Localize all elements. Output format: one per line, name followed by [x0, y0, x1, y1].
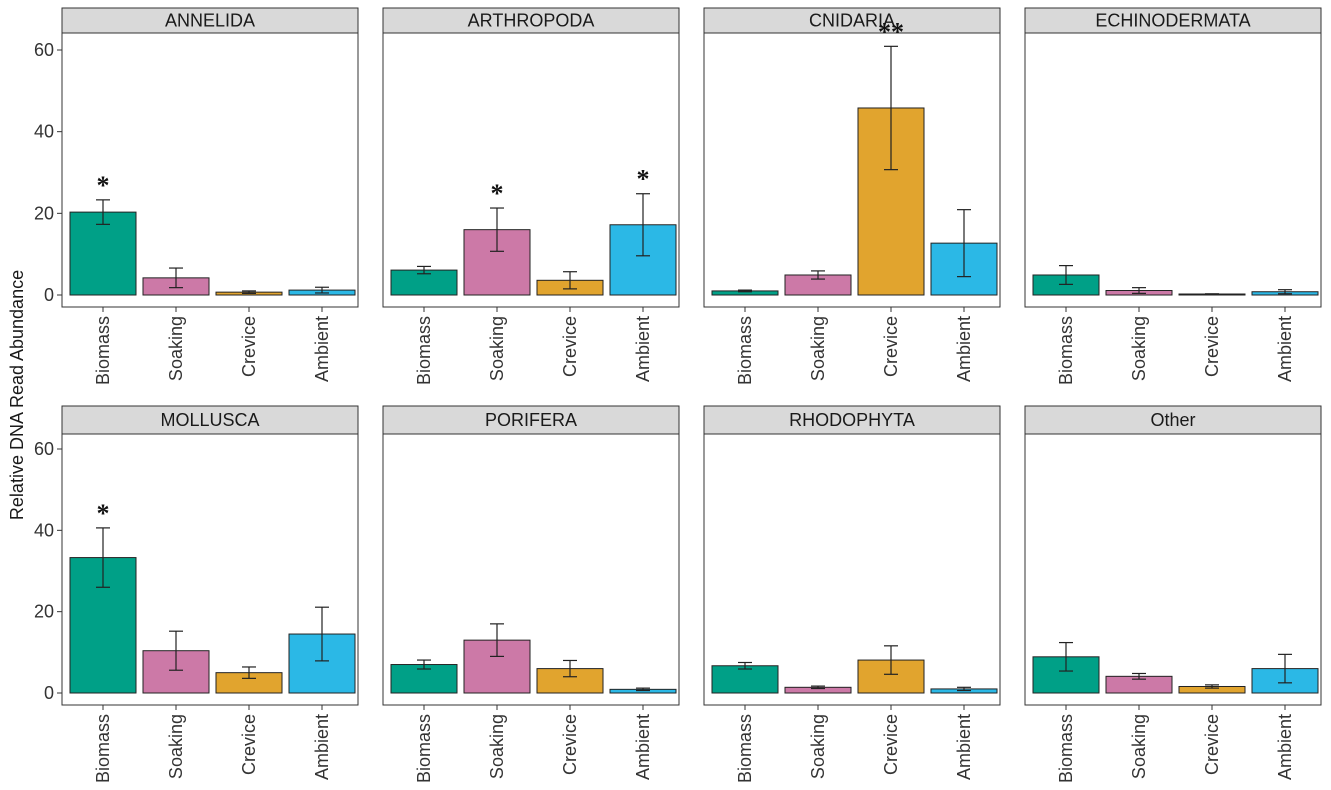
panel-cnidaria: CNIDARIA Biomass Soaking ** Crevice Ambient — [703, 7, 1001, 385]
strip-label-annelida: ANNELIDA — [165, 11, 255, 31]
significance-arthropoda-soaking: * — [491, 179, 504, 208]
x-tick-label-arthropoda-ambient: Ambient — [633, 316, 653, 382]
y-axis-label: Relative DNA Read Abundance — [7, 270, 27, 520]
significance-annelida-biomass: * — [97, 171, 110, 200]
x-tick-label-annelida-ambient: Ambient — [312, 316, 332, 382]
significance-arthropoda-ambient: * — [637, 165, 650, 194]
panel-porifera: PORIFERA Biomass Soaking Crevice Ambient — [382, 405, 680, 783]
panel-arthropoda: ARTHROPODA Biomass * Soaking Crevice * Ambient — [382, 7, 680, 385]
x-tick-label-porifera-soaking: Soaking — [487, 714, 507, 779]
x-tick-label-echinodermata-biomass: Biomass — [1056, 316, 1076, 385]
x-tick-label-rhodophyta-soaking: Soaking — [808, 714, 828, 779]
x-tick-label-porifera-ambient: Ambient — [633, 714, 653, 780]
x-tick-label-porifera-crevice: Crevice — [560, 714, 580, 775]
panel-mollusca: MOLLUSCA 0 20 40 60 * Biomass Soaking Crevice Amb… — [34, 405, 359, 783]
strip-arthropoda — [382, 7, 680, 34]
strip-porifera — [382, 405, 680, 435]
plot-area-rhodophyta — [703, 433, 1001, 706]
strip-label-echinodermata: ECHINODERMATA — [1095, 11, 1250, 31]
panel-other: Other Biomass Soaking Crevice Ambient — [1024, 405, 1322, 783]
x-tick-label-mollusca-biomass: Biomass — [93, 714, 113, 783]
strip-echinodermata — [1024, 7, 1322, 34]
y-tick-label-0: 0 — [44, 285, 54, 305]
strip-label-rhodophyta: RHODOPHYTA — [789, 410, 915, 430]
x-tick-label-other-soaking: Soaking — [1129, 714, 1149, 779]
significance-mollusca-biomass: * — [97, 499, 110, 528]
x-tick-label-other-ambient: Ambient — [1275, 714, 1295, 780]
y-tick-label-20: 20 — [34, 203, 54, 223]
x-tick-label-mollusca-ambient: Ambient — [312, 714, 332, 780]
y-tick-label-60: 60 — [34, 439, 54, 459]
x-tick-label-arthropoda-biomass: Biomass — [414, 316, 434, 385]
y-tick-label-40: 40 — [34, 520, 54, 540]
x-tick-label-rhodophyta-crevice: Crevice — [881, 714, 901, 775]
x-tick-label-other-crevice: Crevice — [1202, 714, 1222, 775]
x-tick-label-mollusca-soaking: Soaking — [166, 714, 186, 779]
x-tick-label-arthropoda-soaking: Soaking — [487, 316, 507, 381]
x-tick-label-annelida-biomass: Biomass — [93, 316, 113, 385]
plot-area-porifera — [382, 433, 680, 706]
bar-annelida-biomass — [69, 211, 137, 296]
x-tick-label-mollusca-crevice: Crevice — [239, 714, 259, 775]
x-tick-label-arthropoda-crevice: Crevice — [560, 316, 580, 377]
x-tick-label-echinodermata-soaking: Soaking — [1129, 316, 1149, 381]
x-tick-label-annelida-crevice: Crevice — [239, 316, 259, 377]
strip-label-porifera: PORIFERA — [485, 410, 577, 430]
bar-rhodophyta-biomass — [711, 665, 779, 694]
panel-annelida: ANNELIDA 0 20 40 60 * Biomass Soaking Crevice Amb… — [34, 7, 359, 385]
y-tick-label-60: 60 — [34, 40, 54, 60]
significance-cnidaria-crevice: ** — [878, 17, 904, 46]
x-tick-label-porifera-biomass: Biomass — [414, 714, 434, 783]
strip-label-mollusca: MOLLUSCA — [160, 410, 259, 430]
x-tick-label-cnidaria-ambient: Ambient — [954, 316, 974, 382]
panel-echinodermata: ECHINODERMATA Biomass Soaking Crevice Ambien… — [1024, 7, 1322, 385]
x-tick-label-echinodermata-crevice: Crevice — [1202, 316, 1222, 377]
x-tick-label-rhodophyta-biomass: Biomass — [735, 714, 755, 783]
plot-area-echinodermata — [1024, 32, 1322, 308]
y-tick-label-0: 0 — [44, 683, 54, 703]
x-tick-label-echinodermata-ambient: Ambient — [1275, 316, 1295, 382]
strip-rhodophyta — [703, 405, 1001, 435]
x-tick-label-cnidaria-biomass: Biomass — [735, 316, 755, 385]
strip-annelida — [61, 7, 359, 34]
x-tick-label-cnidaria-crevice: Crevice — [881, 316, 901, 377]
panel-rhodophyta: RHODOPHYTA Biomass Soaking Crevice Ambient — [703, 405, 1001, 783]
x-tick-label-annelida-soaking: Soaking — [166, 316, 186, 381]
strip-label-arthropoda: ARTHROPODA — [468, 11, 595, 31]
strip-label-cnidaria: CNIDARIA — [809, 11, 895, 31]
strip-label-other: Other — [1150, 410, 1195, 430]
x-tick-label-cnidaria-soaking: Soaking — [808, 316, 828, 381]
x-tick-label-rhodophyta-ambient: Ambient — [954, 714, 974, 780]
x-tick-label-other-biomass: Biomass — [1056, 714, 1076, 783]
y-tick-label-20: 20 — [34, 602, 54, 622]
y-tick-label-40: 40 — [34, 122, 54, 142]
bar-mollusca-biomass — [69, 557, 137, 694]
strip-mollusca — [61, 405, 359, 435]
